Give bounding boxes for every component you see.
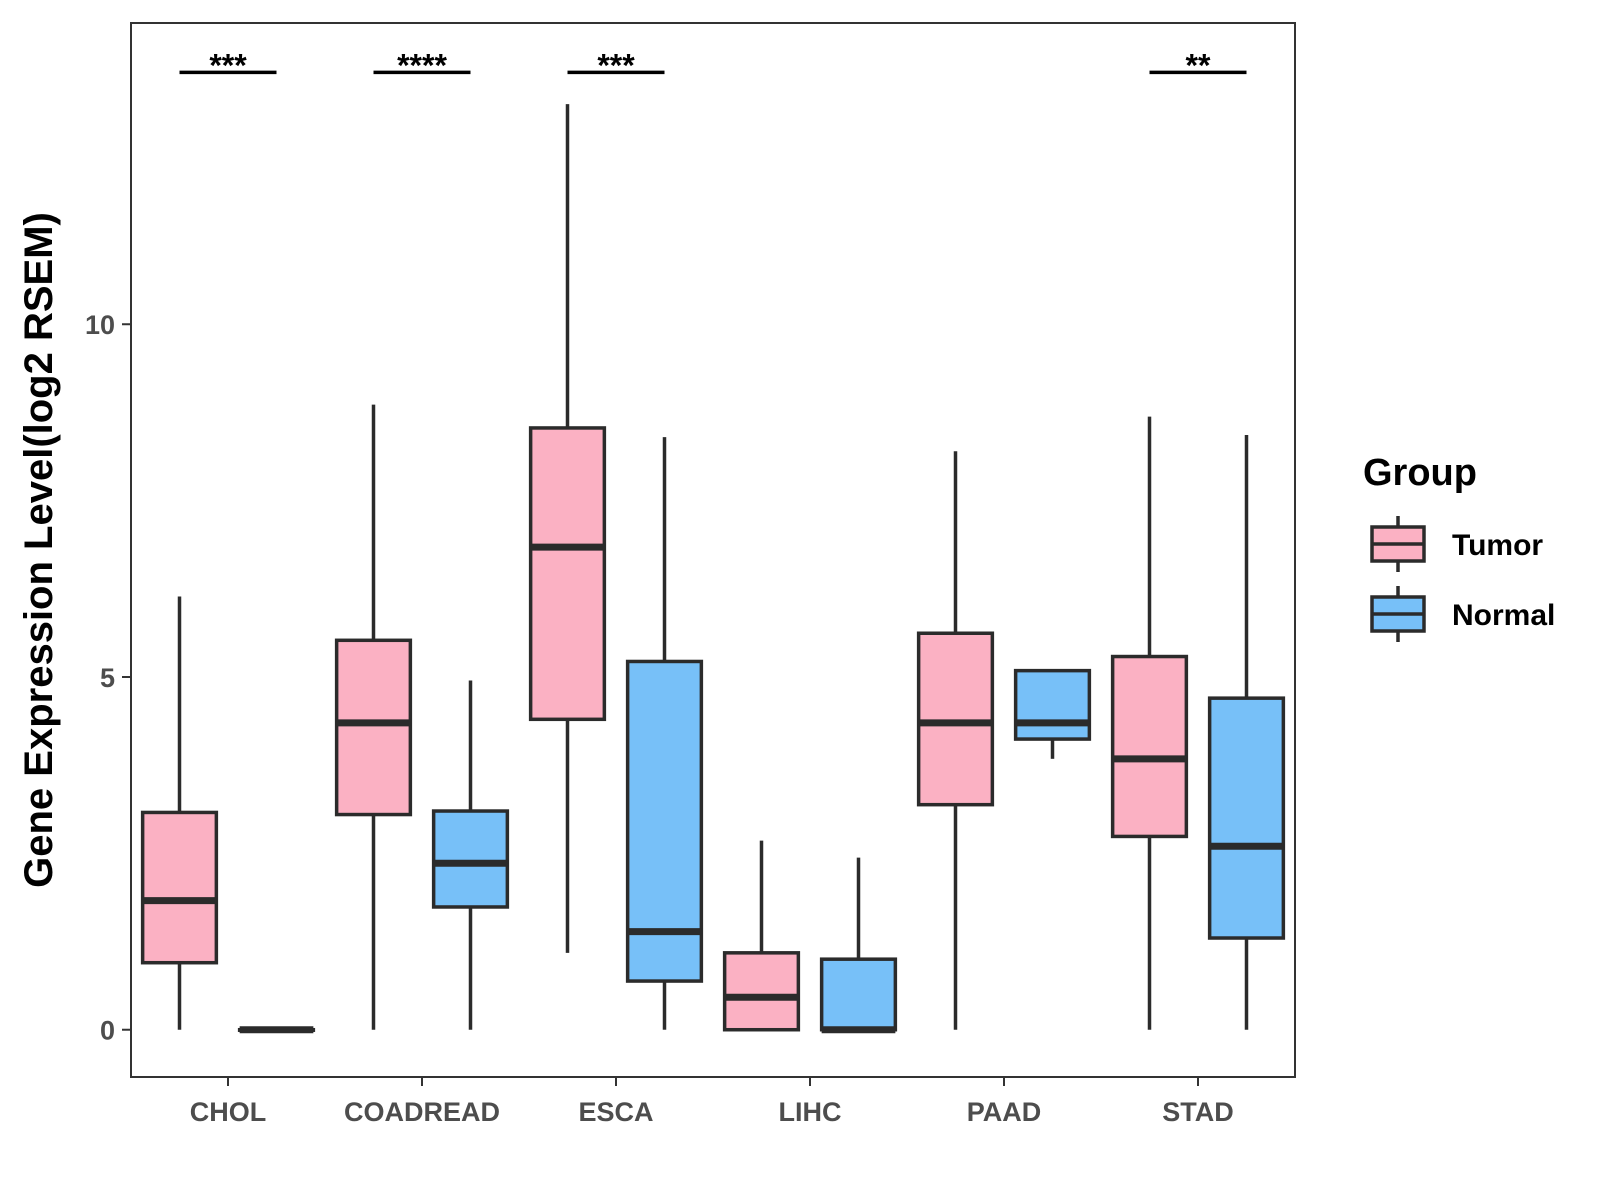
box-chol-tumor [140,596,219,1030]
box-paad-tumor [916,451,995,1030]
box-body-stad-normal [1207,696,1286,940]
legend-title: Group [1363,452,1477,494]
box-coadread-tumor [334,404,413,1030]
sig-label-stad: ** [1186,47,1211,83]
box-body-coadread-normal [431,809,510,909]
legend-label-tumor: Tumor [1452,529,1543,562]
y-tick-label-5: 5 [100,663,115,693]
box-paad-normal [1013,668,1092,759]
x-axis: CHOL COADREAD ESCA LIHC PAAD STAD [190,1077,1234,1127]
boxes-layer [140,104,1286,1034]
sig-label-chol: *** [209,47,247,83]
plot-panel [130,22,1296,1078]
box-body-esca-tumor [528,426,607,722]
y-tick-label-10: 10 [85,310,115,340]
x-tick-label-lihc: LIHC [779,1097,842,1127]
y-tick-label-0: 0 [100,1016,115,1046]
box-chol-normal [237,1026,316,1034]
box-body-stad-tumor [1110,654,1189,839]
box-coadread-normal [431,680,510,1030]
box-body-lihc-tumor [722,951,801,1032]
legend-key-normal [1370,586,1426,642]
legend: Group Tumor Normal [1363,452,1555,642]
box-body-esca-normal [625,659,704,983]
x-tick-label-coadread: COADREAD [344,1097,500,1127]
box-body-coadread-tumor [334,638,413,817]
sig-label-coadread: **** [397,47,447,83]
x-tick-label-chol: CHOL [190,1097,267,1127]
box-lihc-tumor [722,840,801,1032]
box-stad-tumor [1110,416,1189,1030]
box-body-paad-tumor [916,631,995,807]
box-esca-tumor [528,104,607,953]
x-tick-label-paad: PAAD [967,1097,1042,1127]
y-axis-title: Gene Expression Level(log2 RSEM) [17,212,61,888]
x-tick-label-stad: STAD [1162,1097,1234,1127]
legend-key-tumor [1370,516,1426,572]
legend-label-normal: Normal [1452,599,1555,632]
box-esca-normal [625,437,704,1030]
sig-label-esca: *** [597,47,635,83]
x-tick-label-esca: ESCA [578,1097,653,1127]
box-stad-normal [1207,435,1286,1030]
box-body-paad-normal [1013,668,1092,741]
significance-layer: *** **** *** ** [179,47,1247,83]
box-body-chol-tumor [140,810,219,965]
y-axis: 0 5 10 [85,310,131,1046]
box-lihc-normal [819,857,898,1034]
box-body-lihc-normal [819,957,898,1032]
